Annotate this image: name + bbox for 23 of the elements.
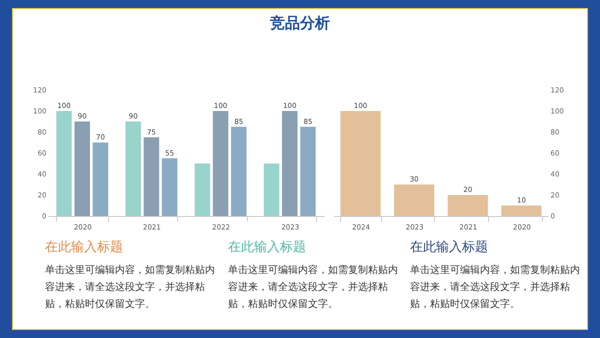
bar	[212, 111, 228, 216]
bar	[162, 158, 178, 216]
bar	[56, 111, 72, 216]
text: 在此输入标题	[410, 239, 489, 256]
bar	[340, 111, 381, 216]
bar	[144, 137, 160, 216]
bar	[125, 122, 141, 216]
text: 单击这里可编辑内容，如需复制粘贴内容进来，请全选这段文字，并选择粘贴，粘贴时仅保留文字。	[45, 264, 216, 312]
bar	[282, 111, 298, 216]
bar	[74, 122, 90, 216]
bar	[501, 206, 542, 216]
bar	[448, 195, 488, 216]
bar	[92, 142, 108, 216]
text: 单击这里可编辑内容，如需复制粘贴内容进来，请全选这段文字，并选择粘贴，粘贴时仅保留文字。	[410, 264, 581, 312]
bar	[231, 126, 247, 216]
text: 在此输入标题	[228, 239, 307, 256]
chart-title: 竞品分析	[269, 14, 331, 33]
text: 在此输入标题	[45, 239, 124, 256]
bar	[264, 164, 280, 216]
bar	[194, 164, 210, 216]
bar	[394, 184, 434, 216]
bar	[300, 126, 316, 216]
text: 单击这里可编辑内容，如需复制粘贴内容进来，请全选这段文字，并选择粘贴，粘贴时仅保留文字。	[228, 264, 399, 312]
